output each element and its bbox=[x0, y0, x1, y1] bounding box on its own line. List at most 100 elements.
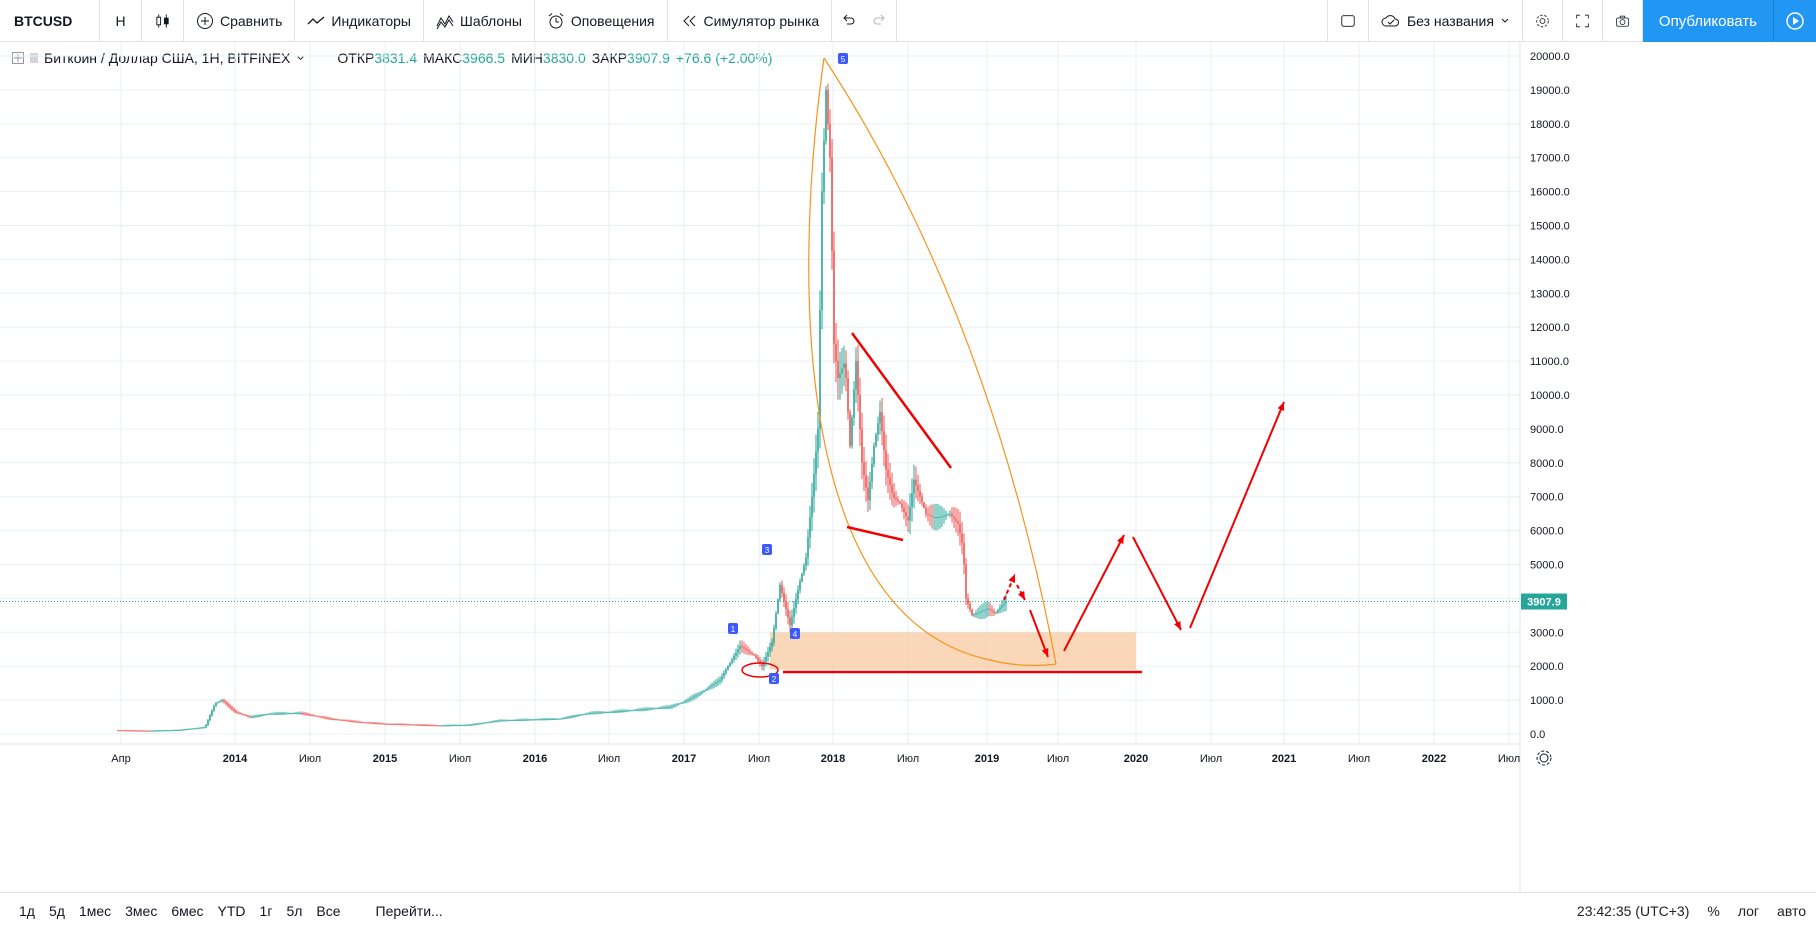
candle-body bbox=[421, 724, 423, 726]
log-toggle[interactable]: лог bbox=[1737, 903, 1760, 919]
timeframe-5[interactable]: YTD bbox=[217, 903, 246, 919]
candle-body bbox=[267, 713, 269, 715]
candle-body bbox=[783, 592, 785, 602]
expand-button[interactable] bbox=[1563, 0, 1603, 42]
indicators-button[interactable]: Индикаторы bbox=[295, 0, 424, 42]
candle-body bbox=[977, 612, 979, 614]
gear-icon bbox=[1536, 14, 1549, 28]
marker-3-label: 3 bbox=[765, 546, 770, 555]
candle-body bbox=[457, 725, 459, 727]
candle-body bbox=[859, 395, 861, 429]
redo-button[interactable] bbox=[864, 0, 898, 42]
candle-body bbox=[635, 709, 637, 711]
candle-body bbox=[195, 728, 197, 730]
candle-body bbox=[815, 451, 817, 475]
candle-body bbox=[703, 690, 705, 692]
interval-label: Н bbox=[115, 12, 126, 29]
percent-toggle[interactable]: % bbox=[1707, 903, 1720, 919]
price-tick-label: 7000.0 bbox=[1530, 492, 1564, 504]
candle-body bbox=[637, 709, 639, 711]
candle-body bbox=[719, 679, 721, 682]
candle-body bbox=[169, 730, 171, 732]
candle-body bbox=[371, 722, 373, 724]
candle-body bbox=[399, 724, 401, 726]
candle-body bbox=[589, 712, 591, 714]
timeframe-4[interactable]: 6мес bbox=[171, 903, 204, 919]
clock[interactable]: 23:42:35 (UTC+3) bbox=[1576, 903, 1690, 919]
candle-body bbox=[853, 389, 855, 418]
timeframe-1[interactable]: 5д bbox=[48, 903, 65, 919]
candle-body bbox=[655, 708, 657, 710]
candle-body bbox=[565, 717, 567, 719]
auto-toggle[interactable]: авто bbox=[1777, 903, 1806, 919]
forecast-arrow-up-1 bbox=[1063, 534, 1125, 652]
symbol-search[interactable]: BTCUSD bbox=[0, 0, 100, 42]
candle-body bbox=[171, 730, 173, 732]
fullscreen-toggle[interactable] bbox=[1326, 0, 1369, 42]
timeframe-2[interactable]: 1мес bbox=[78, 903, 112, 919]
candle-body bbox=[973, 614, 975, 616]
price-tick-label: 16000.0 bbox=[1530, 187, 1570, 199]
candle-body bbox=[855, 361, 857, 390]
compare-label: Сравнить bbox=[220, 12, 283, 29]
candle-body bbox=[353, 721, 355, 723]
candle-body bbox=[349, 720, 351, 722]
candle-body bbox=[957, 521, 959, 524]
collapse-legend-icon[interactable] bbox=[12, 52, 24, 64]
candle-body bbox=[315, 715, 317, 717]
candle-body bbox=[949, 513, 951, 515]
settings-button[interactable] bbox=[1523, 0, 1563, 42]
candle-body bbox=[825, 89, 827, 141]
candle-body bbox=[537, 719, 539, 721]
candle-body bbox=[711, 685, 713, 687]
candle-body bbox=[863, 462, 865, 476]
candle-body bbox=[963, 542, 965, 565]
candle-body bbox=[991, 610, 993, 612]
candle-body bbox=[123, 730, 125, 732]
timeframe-7[interactable]: 5л bbox=[286, 903, 303, 919]
marker-5-badge bbox=[838, 53, 848, 64]
candle-body bbox=[803, 565, 805, 574]
candle-body bbox=[945, 515, 947, 517]
compare-button[interactable]: Сравнить bbox=[184, 0, 296, 42]
open-label: ОТКР bbox=[337, 50, 375, 66]
candle-body bbox=[935, 517, 937, 519]
forecast-arrow-down-2-head bbox=[1174, 621, 1181, 630]
high-label: МАКС bbox=[423, 50, 463, 66]
market-simulator-button[interactable]: Симулятор рынка bbox=[668, 0, 833, 42]
forecast-arrow-down-1-head bbox=[1041, 648, 1049, 657]
templates-button[interactable]: Шаблоны bbox=[424, 0, 535, 42]
timeframe-8[interactable]: Все bbox=[316, 903, 341, 919]
candle-body bbox=[965, 564, 967, 599]
snapshot-button[interactable] bbox=[1603, 0, 1643, 42]
candle-body bbox=[249, 716, 251, 718]
timeframe-0[interactable]: 1д bbox=[19, 903, 35, 919]
candle-body bbox=[325, 717, 327, 719]
timeframe-3[interactable]: 3мес bbox=[125, 903, 158, 919]
chart-type-button[interactable] bbox=[142, 0, 184, 42]
candle-body bbox=[749, 651, 751, 653]
axis-settings-icon[interactable] bbox=[1536, 750, 1552, 766]
candle-body bbox=[697, 694, 699, 696]
price-chart[interactable]: 1 2 3 4 5 20000.0 19000.0 18000.0 17000.0 16000.… bbox=[0, 42, 1816, 892]
chevron-down-icon[interactable] bbox=[296, 54, 305, 63]
candle-body bbox=[773, 628, 775, 643]
candle-body bbox=[823, 140, 825, 192]
candle-body bbox=[851, 417, 853, 446]
time-tick-label: Июл bbox=[299, 753, 321, 765]
goto-date-button[interactable]: Перейти... bbox=[375, 903, 443, 919]
layout-menu-button[interactable]: Без названия bbox=[1369, 0, 1523, 42]
legend-title[interactable]: Биткоин / Доллар США, 1Н, BITFINEX bbox=[44, 50, 291, 66]
timeframe-6[interactable]: 1г bbox=[259, 903, 273, 919]
alerts-button[interactable]: Оповещения bbox=[535, 0, 668, 42]
candle-body bbox=[303, 713, 305, 715]
candle-body bbox=[849, 411, 851, 446]
interval-button[interactable]: Н bbox=[100, 0, 142, 42]
candle-body bbox=[225, 701, 227, 704]
undo-button[interactable] bbox=[832, 0, 864, 42]
candle-body bbox=[869, 482, 871, 501]
candle-body bbox=[911, 493, 913, 507]
publish-button[interactable]: Опубликовать bbox=[1642, 0, 1773, 42]
candle-body bbox=[241, 713, 243, 715]
publish-video-button[interactable] bbox=[1773, 0, 1816, 42]
